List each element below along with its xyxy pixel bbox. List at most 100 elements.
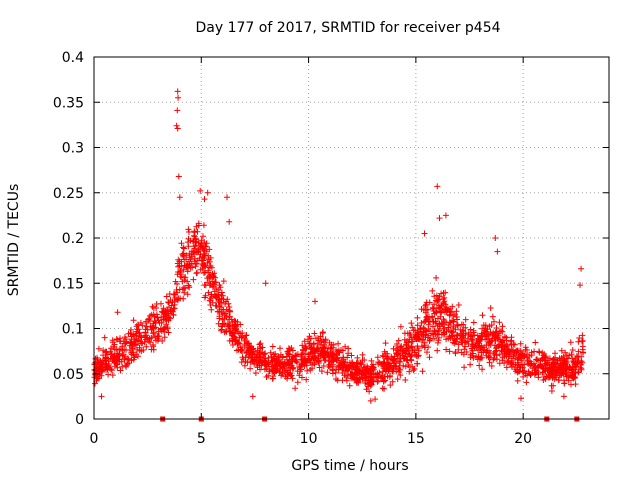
data-point	[540, 365, 547, 372]
data-point	[154, 333, 161, 339]
data-point	[303, 376, 310, 383]
data-point	[94, 358, 101, 365]
data-point	[575, 369, 582, 376]
data-point	[289, 375, 296, 382]
data-point	[95, 345, 102, 352]
data-point	[516, 368, 523, 375]
data-point	[179, 286, 186, 293]
data-point	[407, 364, 413, 370]
data-point	[522, 344, 529, 351]
data-point	[577, 282, 583, 289]
data-point	[257, 366, 263, 373]
data-point	[234, 328, 241, 335]
data-point	[375, 359, 382, 366]
data-point	[517, 340, 524, 347]
data-point	[250, 358, 256, 365]
y-tick-label: 0.15	[53, 276, 84, 292]
data-point	[334, 357, 341, 364]
data-point	[172, 278, 179, 285]
data-point	[128, 349, 135, 356]
data-point	[499, 328, 506, 335]
data-point	[190, 238, 197, 245]
data-point	[532, 339, 539, 346]
data-point	[356, 361, 363, 368]
data-point	[193, 270, 200, 277]
data-point	[319, 330, 326, 336]
data-point	[379, 368, 386, 375]
data-point	[514, 356, 521, 363]
data-point	[572, 381, 579, 388]
data-point	[329, 367, 336, 374]
data-point	[234, 319, 241, 325]
data-point	[328, 341, 335, 348]
data-point	[510, 353, 517, 360]
data-point	[503, 364, 510, 371]
y-tick-label: 0.4	[62, 50, 84, 66]
data-point	[367, 370, 374, 377]
data-point	[520, 373, 527, 380]
data-point	[492, 235, 499, 241]
data-point	[269, 375, 276, 382]
data-point	[379, 385, 386, 392]
data-point	[170, 305, 177, 312]
data-point	[580, 349, 587, 356]
data-point	[411, 365, 418, 372]
y-tick-label: 0.1	[62, 322, 84, 338]
data-point	[415, 335, 422, 341]
data-point	[479, 312, 486, 319]
data-point	[194, 269, 201, 276]
data-point	[492, 337, 499, 344]
data-point	[294, 379, 301, 386]
data-point	[125, 356, 132, 363]
chart-title: Day 177 of 2017, SRMTID for receiver p45…	[195, 20, 500, 36]
data-point	[484, 326, 491, 333]
data-point	[149, 303, 156, 310]
data-point	[367, 397, 374, 404]
data-point	[277, 345, 283, 352]
data-point	[137, 338, 144, 345]
data-point	[239, 346, 245, 353]
data-point	[424, 349, 430, 356]
data-point	[239, 333, 246, 340]
data-point	[562, 370, 569, 377]
data-point	[570, 358, 577, 365]
data-point	[202, 292, 209, 299]
data-point	[166, 291, 173, 297]
data-point	[312, 298, 318, 305]
data-point	[477, 333, 483, 340]
data-point	[560, 366, 567, 373]
data-point	[372, 396, 379, 403]
data-point	[212, 302, 219, 309]
data-point	[434, 183, 441, 190]
data-point	[180, 284, 187, 291]
data-point	[575, 348, 582, 355]
data-point	[261, 361, 268, 367]
data-point	[363, 373, 370, 380]
data-point	[410, 367, 417, 374]
data-point	[501, 333, 508, 340]
data-point	[561, 380, 568, 387]
data-point	[486, 359, 493, 366]
data-point	[292, 385, 299, 392]
data-point	[536, 348, 542, 355]
data-point	[135, 326, 142, 333]
data-point	[423, 299, 430, 306]
data-point	[539, 369, 546, 376]
data-point	[408, 356, 414, 363]
data-point	[434, 339, 441, 346]
data-point	[345, 345, 352, 352]
data-point	[221, 321, 228, 328]
data-point	[116, 346, 123, 353]
data-point	[215, 298, 222, 305]
data-point	[215, 320, 222, 327]
data-point	[390, 345, 397, 352]
data-point	[467, 351, 474, 358]
data-point	[524, 358, 531, 365]
data-point	[278, 372, 285, 379]
data-point	[247, 365, 254, 372]
data-point	[160, 309, 167, 316]
data-point	[147, 312, 154, 319]
data-point	[460, 333, 466, 340]
data-point	[423, 314, 430, 321]
data-point	[209, 278, 216, 285]
